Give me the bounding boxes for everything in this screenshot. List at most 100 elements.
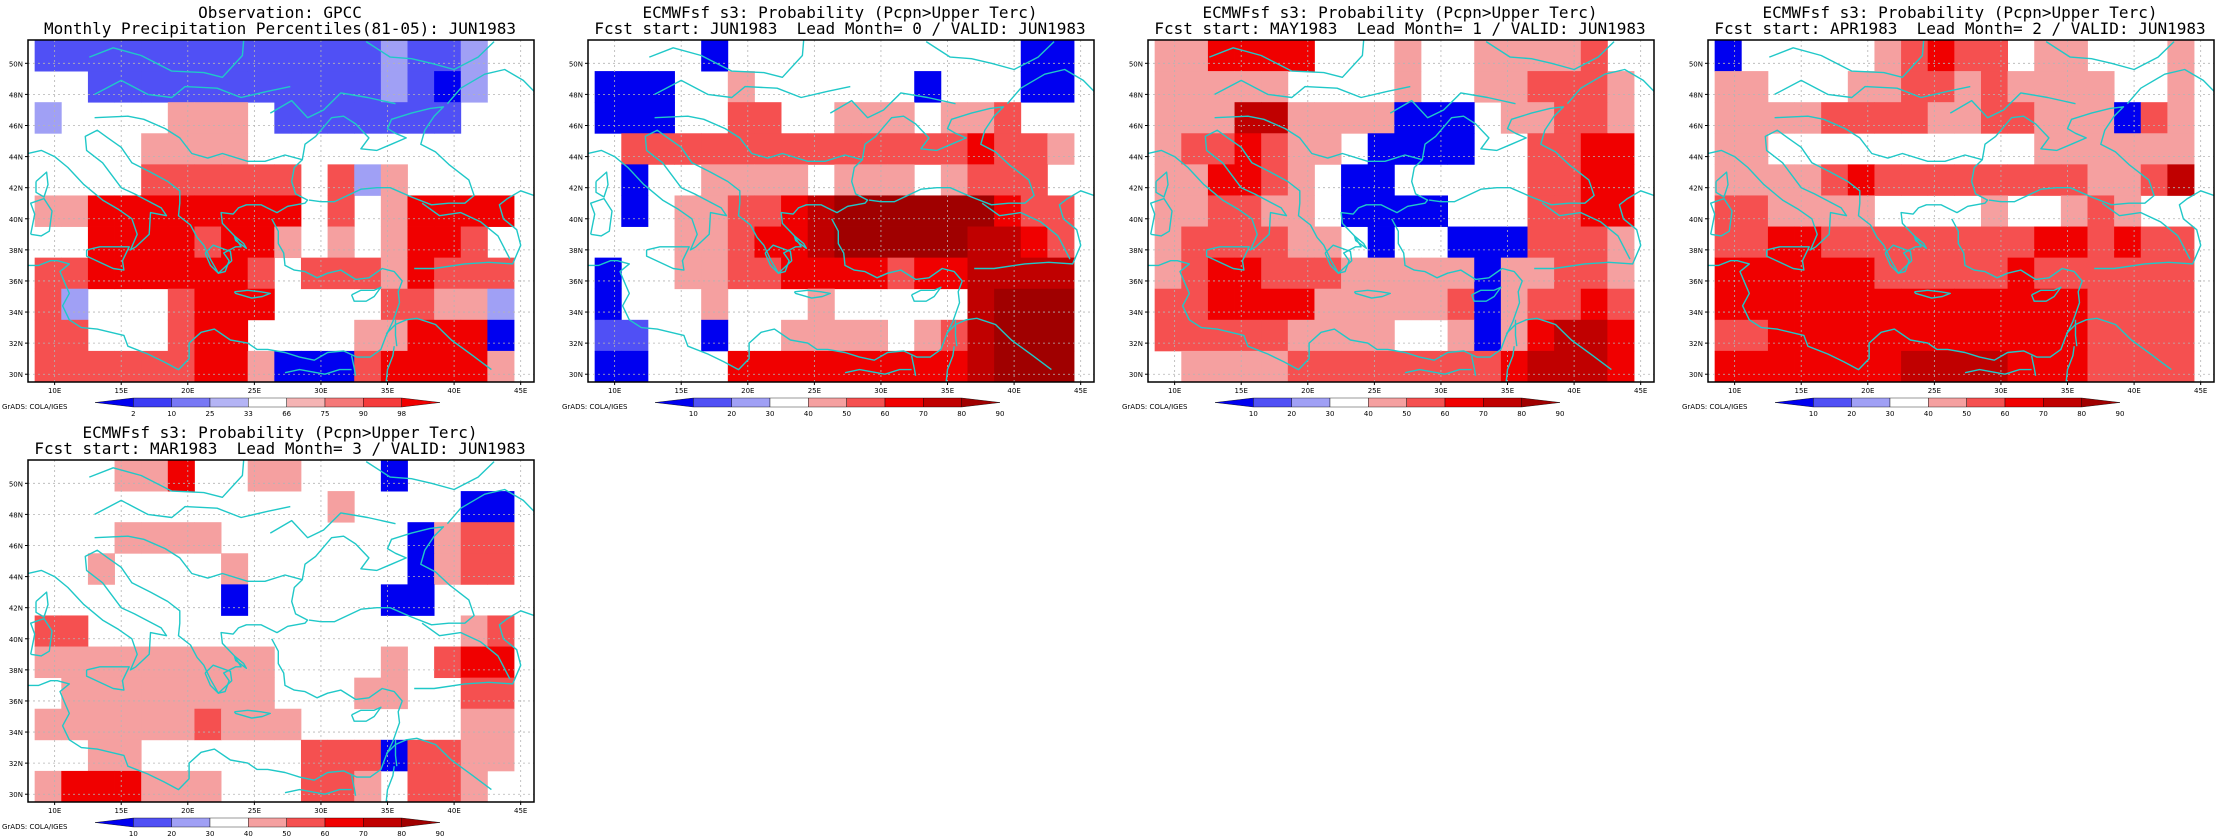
grid-cell (1047, 319, 1075, 352)
lat-label: 40N (569, 216, 583, 224)
coastline (269, 92, 396, 119)
color-bar-segment (209, 817, 249, 828)
grid-cell (2167, 102, 2195, 134)
coastline (2101, 202, 2191, 260)
grid-cell (860, 319, 889, 352)
grid-cell (621, 195, 649, 227)
grid-cell (1980, 350, 2009, 383)
coastline (793, 289, 831, 299)
grid-cell (1954, 164, 1982, 196)
grid-cell (327, 164, 355, 196)
color-bar-label: 66 (282, 410, 291, 418)
coastline (269, 512, 396, 539)
grid-cell (1607, 71, 1635, 103)
grid-cell (1287, 40, 1315, 72)
grid-cell (2060, 288, 2088, 321)
color-bar-segment (363, 817, 402, 828)
grid-cell (87, 739, 115, 772)
grid-cell (2007, 319, 2035, 352)
grid-cell (1234, 133, 1262, 165)
grid-cells (594, 40, 1075, 383)
grid-cell (1580, 319, 1608, 352)
lon-label: 40E (2127, 387, 2140, 395)
grid-cell (2114, 133, 2142, 165)
grid-cell (1954, 319, 1982, 352)
grid-cell (1980, 164, 2009, 196)
grid-cell (2140, 102, 2168, 134)
grid-cell (434, 288, 462, 321)
grid-cell (1741, 226, 1769, 259)
grid-cell (967, 350, 995, 383)
color-bar-segment (1813, 397, 1852, 408)
grid-cell (2140, 319, 2168, 352)
grid-cell (781, 195, 809, 227)
lat-label: 32N (1129, 340, 1143, 348)
color-bar-segment (2043, 397, 2082, 408)
coastline (1353, 235, 1368, 249)
color-bar-segment (1889, 397, 1929, 408)
lat-label: 38N (1129, 247, 1143, 255)
coastline (394, 319, 398, 347)
color-bar-label: 90 (2116, 410, 2125, 418)
color-bar-label: 80 (2077, 410, 2086, 418)
lat-label: 42N (569, 185, 583, 193)
coastline (204, 664, 233, 694)
grid-cell (327, 195, 355, 227)
grid-cell (1714, 319, 1742, 352)
grid-cell (1314, 350, 1342, 383)
grid-cell (167, 164, 195, 196)
color-bar-segment (1368, 397, 1407, 408)
grid-cell (487, 288, 515, 321)
grid-cell (354, 257, 382, 290)
coastline (385, 317, 492, 371)
grid-cell (1341, 319, 1369, 352)
color-bar-label: 90 (996, 410, 1005, 418)
grid-cell (1367, 164, 1395, 196)
lon-label: 30E (1434, 387, 1447, 395)
color-bar-segment (1774, 397, 1814, 408)
grid-cell (1207, 133, 1235, 165)
color-bar-segment (401, 397, 441, 408)
grid-cell (114, 40, 142, 72)
lon-label: 25E (248, 807, 261, 815)
grid-cell (1154, 40, 1182, 72)
grid-cell (967, 226, 995, 259)
grid-cell (141, 257, 169, 290)
color-bar-label: 10 (1249, 410, 1258, 418)
grid-cell (2007, 257, 2035, 290)
grid-cell (701, 133, 729, 165)
panel-forecast-lead-2: ECMWFsf s3: Probability (Pcpn>Upper Terc… (1680, 0, 2240, 420)
coastline (233, 709, 271, 719)
grid-cell (327, 40, 355, 72)
grid-cell (914, 319, 942, 352)
grid-cell (87, 226, 115, 259)
grid-cell (1261, 350, 1289, 383)
grid-cell (1500, 226, 1528, 259)
grid-cell (914, 257, 942, 290)
probability-map: 50N 48N 46N 44N 42N 40N 38N 36N 34N 32N 30N 10E 15E 2… (1129, 39, 1655, 418)
grid-cell (1580, 226, 1608, 259)
grid-cell (674, 133, 702, 165)
grid-cell (1821, 257, 1849, 290)
grid-cell (1367, 195, 1395, 227)
coastline (654, 79, 851, 99)
grid-cell (2087, 71, 2115, 103)
color-bar-segment (1291, 397, 1331, 408)
grid-cell (1207, 350, 1235, 383)
grid-cell (967, 102, 995, 134)
lat-label: 48N (1689, 91, 1703, 99)
lon-label: 45E (514, 387, 527, 395)
grid-cell (2007, 226, 2035, 259)
coastline (446, 68, 534, 105)
grid-cell (61, 646, 89, 679)
grid-cell (1287, 257, 1315, 290)
color-bar-label: 80 (957, 410, 966, 418)
grid-cell (594, 319, 622, 352)
coastline (350, 775, 357, 796)
grid-cell (141, 708, 169, 741)
grid-cell (380, 40, 408, 72)
grid-cell (887, 350, 915, 383)
grid-cell (834, 257, 862, 290)
coastline (1715, 171, 1729, 198)
coastline (764, 244, 793, 274)
